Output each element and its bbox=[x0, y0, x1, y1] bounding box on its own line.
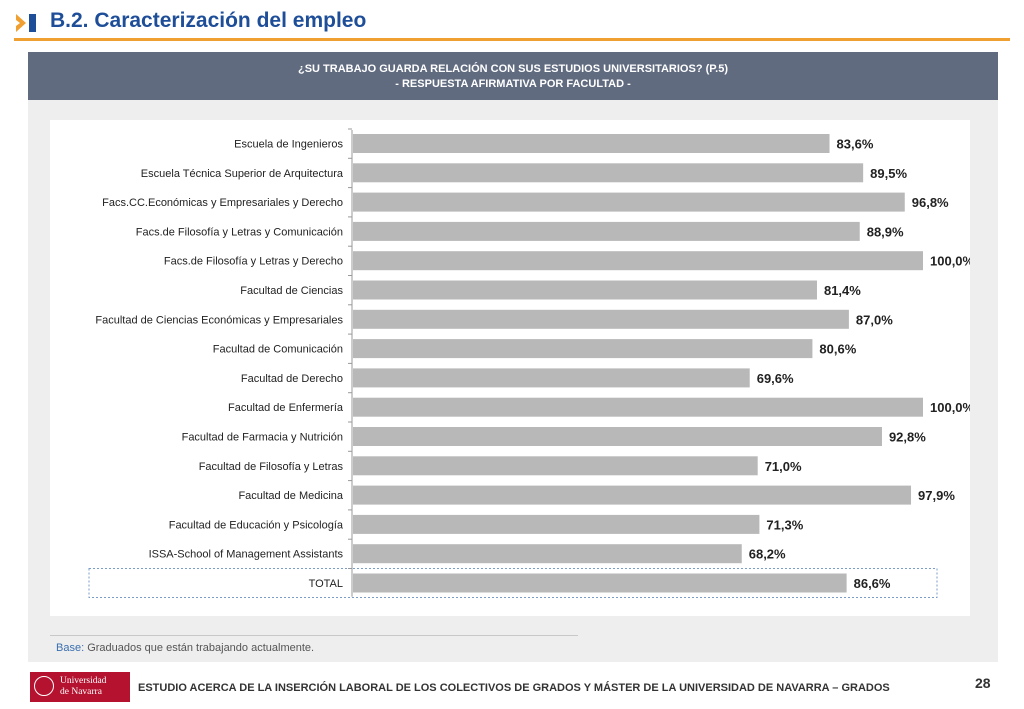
value-label: 97,9% bbox=[918, 488, 955, 503]
bar bbox=[353, 427, 882, 446]
category-label: Facultad de Comunicación bbox=[213, 344, 343, 356]
category-label: Facultad de Ciencias bbox=[240, 285, 343, 297]
university-name-line2: de Navarra bbox=[60, 687, 102, 697]
category-label: Facultad de Enfermería bbox=[228, 402, 344, 414]
value-label: 81,4% bbox=[824, 283, 861, 298]
category-label: Facultad de Ciencias Económicas y Empres… bbox=[95, 314, 343, 326]
category-label: Facs.CC.Económicas y Empresariales y Der… bbox=[102, 197, 343, 209]
page-header: B.2. Caracterización del empleo bbox=[0, 0, 1024, 42]
bar bbox=[353, 368, 750, 388]
footer-study-title: ESTUDIO ACERCA DE LA INSERCIÓN LABORAL D… bbox=[138, 682, 890, 694]
value-label: 71,3% bbox=[766, 517, 803, 532]
bar bbox=[353, 544, 742, 564]
bar bbox=[353, 514, 760, 534]
bar-chart: Escuela de Ingenieros 83,6% Escuela Técnic… bbox=[88, 128, 975, 598]
bar bbox=[353, 251, 923, 271]
category-label: Facultad de Derecho bbox=[241, 373, 343, 385]
category-label: Facultad de Farmacia y Nutrición bbox=[182, 432, 343, 444]
university-seal-icon bbox=[34, 676, 54, 696]
value-label: 89,5% bbox=[870, 166, 907, 181]
value-label: 86,6% bbox=[854, 576, 891, 591]
university-logo: Universidad de Navarra bbox=[30, 672, 130, 702]
header-divider bbox=[14, 38, 1010, 41]
note-divider bbox=[50, 635, 578, 636]
value-label: 80,6% bbox=[819, 342, 856, 357]
bar bbox=[353, 163, 864, 183]
page-number: 28 bbox=[975, 675, 991, 691]
base-text: Graduados que están trabajando actualmen… bbox=[84, 642, 315, 654]
bar bbox=[353, 485, 912, 505]
bar bbox=[353, 192, 905, 212]
bar bbox=[353, 221, 860, 241]
bar bbox=[353, 280, 817, 300]
bar bbox=[353, 397, 923, 417]
value-label: 96,8% bbox=[912, 195, 949, 210]
base-note: Base: Graduados que están trabajando act… bbox=[56, 642, 314, 654]
chart-area: Escuela de Ingenieros 83,6% Escuela Técnic… bbox=[50, 120, 975, 616]
question-subtitle: - RESPUESTA AFIRMATIVA POR FACULTAD - bbox=[395, 78, 631, 90]
total-highlight-box bbox=[88, 568, 938, 598]
value-label: 69,6% bbox=[757, 371, 794, 386]
chevron-logo-icon bbox=[16, 14, 36, 32]
bar bbox=[353, 456, 758, 476]
content-panel: ¿SU TRABAJO GUARDA RELACIÓN CON SUS ESTU… bbox=[28, 52, 998, 662]
university-name: Universidad de Navarra bbox=[60, 676, 106, 698]
value-label: 83,6% bbox=[837, 137, 874, 152]
value-label: 92,8% bbox=[889, 430, 926, 445]
value-label: 71,0% bbox=[765, 459, 802, 474]
base-label: Base: bbox=[56, 642, 85, 654]
category-label: Escuela Técnica Superior de Arquitectura bbox=[141, 168, 344, 180]
question-title: ¿SU TRABAJO GUARDA RELACIÓN CON SUS ESTU… bbox=[297, 63, 729, 75]
bar bbox=[353, 573, 847, 593]
value-label: 68,2% bbox=[749, 547, 786, 562]
category-label: Facultad de Educación y Psicología bbox=[169, 519, 344, 531]
university-name-line1: Universidad bbox=[60, 676, 107, 686]
category-label: Facultad de Filosofía y Letras bbox=[199, 461, 344, 473]
category-label: Facultad de Medicina bbox=[238, 490, 343, 502]
category-label: Escuela de Ingenieros bbox=[234, 139, 343, 151]
category-label: ISSA-School of Management Assistants bbox=[149, 549, 344, 561]
bar bbox=[353, 134, 830, 153]
bar bbox=[353, 339, 813, 359]
section-title: B.2. Caracterización del empleo bbox=[50, 9, 367, 32]
value-label: 100,0% bbox=[930, 400, 970, 415]
value-label: 88,9% bbox=[867, 224, 904, 239]
chart-question-banner: ¿SU TRABAJO GUARDA RELACIÓN CON SUS ESTU… bbox=[28, 52, 998, 100]
category-label: Facs.de Filosofía y Letras y Derecho bbox=[164, 256, 343, 268]
category-label: Facs.de Filosofía y Letras y Comunicació… bbox=[136, 226, 343, 238]
value-label: 87,0% bbox=[856, 312, 893, 327]
category-label: TOTAL bbox=[309, 578, 343, 590]
bar bbox=[353, 309, 849, 329]
value-label: 100,0% bbox=[930, 254, 970, 269]
